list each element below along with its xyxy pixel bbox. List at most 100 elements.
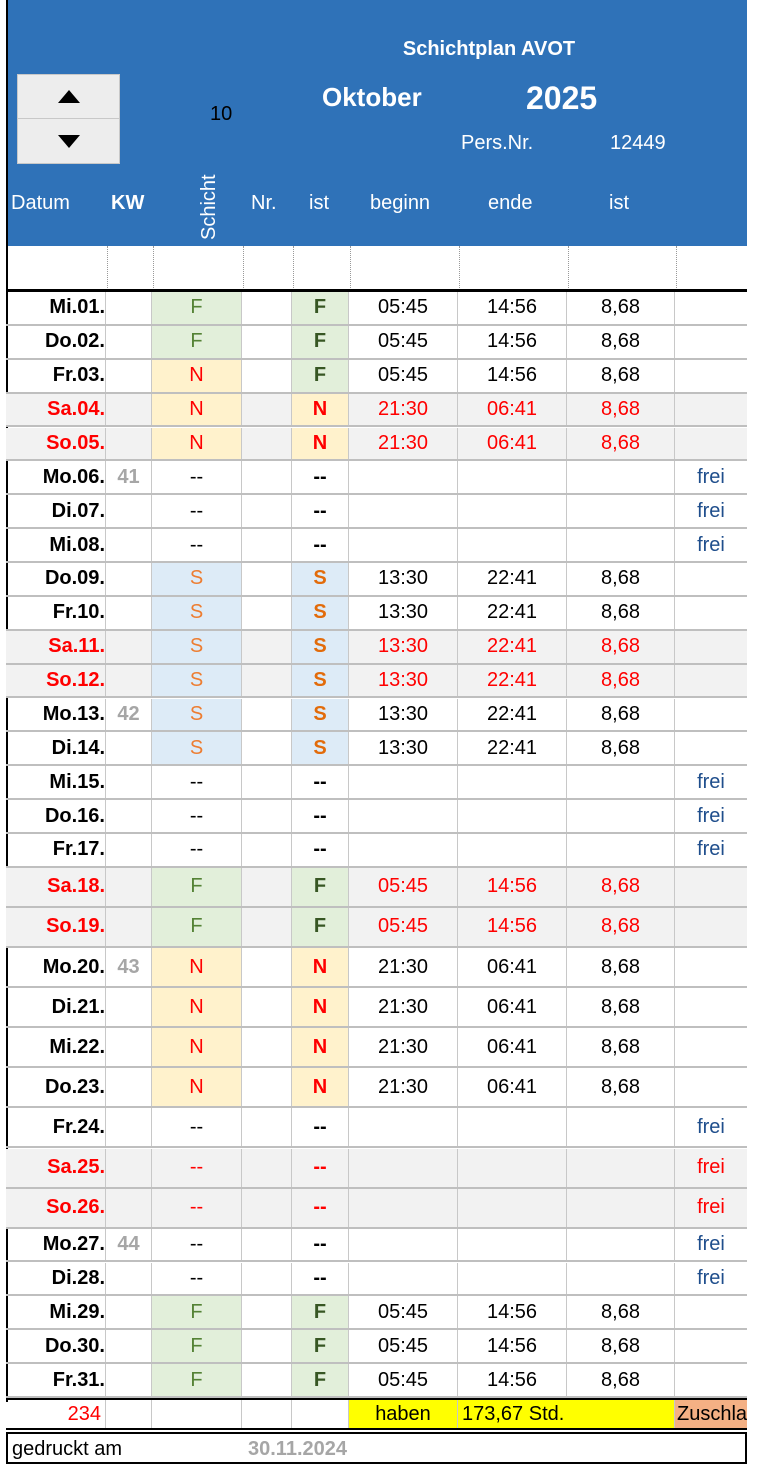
frei-cell[interactable]: frei bbox=[697, 804, 725, 827]
date-cell[interactable]: Sa.04. bbox=[6, 393, 106, 426]
ende-cell[interactable] bbox=[458, 766, 567, 799]
hours-cell[interactable]: 8,68 bbox=[567, 427, 675, 460]
frei-cell[interactable] bbox=[675, 292, 747, 324]
ende-cell[interactable]: 14:56 bbox=[458, 292, 567, 324]
schicht-cell[interactable]: S bbox=[152, 563, 242, 595]
kw-cell[interactable] bbox=[106, 1364, 152, 1396]
nr-cell[interactable] bbox=[242, 359, 292, 392]
date-cell[interactable]: Do.02. bbox=[6, 325, 106, 358]
beginn-cell[interactable]: 13:30 bbox=[349, 732, 458, 765]
nr-cell[interactable] bbox=[242, 630, 292, 663]
kw-cell[interactable] bbox=[106, 1330, 152, 1363]
month-spinner[interactable] bbox=[17, 74, 120, 164]
ist-cell[interactable]: F bbox=[292, 867, 349, 906]
beginn-cell[interactable] bbox=[349, 529, 458, 561]
schicht-cell[interactable]: F bbox=[152, 867, 242, 906]
date-cell[interactable]: Di.14. bbox=[6, 732, 106, 765]
date-cell[interactable]: So.19. bbox=[6, 907, 106, 946]
frei-cell[interactable] bbox=[675, 360, 747, 392]
ist-cell[interactable]: N bbox=[292, 393, 349, 426]
kw-cell[interactable] bbox=[106, 495, 152, 528]
ist-cell[interactable]: N bbox=[292, 988, 349, 1027]
nr-cell[interactable] bbox=[242, 461, 292, 494]
date-cell[interactable]: Di.21. bbox=[6, 988, 106, 1027]
frei-cell[interactable] bbox=[675, 699, 747, 731]
nr-cell[interactable] bbox=[242, 698, 292, 731]
date-cell[interactable]: Do.09. bbox=[6, 563, 106, 595]
ist-cell[interactable]: -- bbox=[292, 529, 349, 561]
date-cell[interactable]: Mo.06. bbox=[6, 461, 106, 494]
schicht-cell[interactable]: -- bbox=[152, 461, 242, 494]
date-cell[interactable]: So.26. bbox=[6, 1188, 106, 1227]
hours-cell[interactable] bbox=[567, 461, 675, 494]
beginn-cell[interactable]: 21:30 bbox=[349, 427, 458, 460]
beginn-cell[interactable]: 13:30 bbox=[349, 630, 458, 663]
kw-cell[interactable] bbox=[106, 1108, 152, 1147]
ist-cell[interactable]: S bbox=[292, 563, 349, 595]
kw-cell[interactable] bbox=[106, 563, 152, 595]
ende-cell[interactable]: 22:41 bbox=[458, 630, 567, 663]
ende-cell[interactable]: 22:41 bbox=[458, 664, 567, 697]
ende-cell[interactable]: 22:41 bbox=[458, 732, 567, 765]
date-cell[interactable]: So.05. bbox=[6, 427, 106, 460]
schicht-cell[interactable]: -- bbox=[152, 1262, 242, 1295]
ende-cell[interactable]: 06:41 bbox=[458, 1028, 567, 1067]
nr-cell[interactable] bbox=[242, 1228, 292, 1261]
hours-cell[interactable] bbox=[567, 1262, 675, 1295]
frei-cell[interactable]: frei bbox=[697, 1115, 725, 1138]
nr-cell[interactable] bbox=[242, 1262, 292, 1295]
ist-cell[interactable]: N bbox=[292, 948, 349, 987]
nr-cell[interactable] bbox=[242, 664, 292, 697]
date-cell[interactable]: Mo.20. bbox=[6, 948, 106, 987]
ist-cell[interactable]: -- bbox=[292, 461, 349, 494]
ende-cell[interactable] bbox=[458, 1188, 567, 1227]
ende-cell[interactable]: 06:41 bbox=[458, 1068, 567, 1107]
beginn-cell[interactable]: 05:45 bbox=[349, 1364, 458, 1396]
frei-cell[interactable] bbox=[675, 326, 747, 358]
schicht-cell[interactable]: F bbox=[152, 292, 242, 324]
kw-cell[interactable] bbox=[106, 427, 152, 460]
ist-cell[interactable]: F bbox=[292, 292, 349, 324]
ist-cell[interactable]: -- bbox=[292, 1262, 349, 1295]
frei-cell[interactable]: frei bbox=[697, 533, 725, 556]
beginn-cell[interactable]: 21:30 bbox=[349, 948, 458, 987]
date-cell[interactable]: Fr.31. bbox=[6, 1364, 106, 1396]
ende-cell[interactable] bbox=[458, 1228, 567, 1261]
frei-cell[interactable] bbox=[675, 631, 747, 663]
ende-cell[interactable]: 06:41 bbox=[458, 948, 567, 987]
schicht-cell[interactable]: N bbox=[152, 1028, 242, 1067]
ende-cell[interactable]: 14:56 bbox=[458, 867, 567, 906]
summary-empty-cell[interactable] bbox=[242, 1400, 292, 1428]
summary-total-hours[interactable]: 173,67 Std. bbox=[458, 1400, 675, 1428]
summary-count[interactable]: 234 bbox=[6, 1400, 106, 1428]
nr-cell[interactable] bbox=[242, 563, 292, 595]
ist-cell[interactable]: F bbox=[292, 1330, 349, 1363]
beginn-cell[interactable] bbox=[349, 1262, 458, 1295]
schicht-cell[interactable]: -- bbox=[152, 834, 242, 866]
schicht-cell[interactable]: F bbox=[152, 325, 242, 358]
hours-cell[interactable]: 8,68 bbox=[567, 292, 675, 324]
nr-cell[interactable] bbox=[242, 1028, 292, 1067]
hours-cell[interactable]: 8,68 bbox=[567, 1330, 675, 1363]
frei-cell[interactable] bbox=[675, 868, 747, 906]
ist-cell[interactable]: S bbox=[292, 664, 349, 697]
hours-cell[interactable]: 8,68 bbox=[567, 1364, 675, 1396]
ende-cell[interactable] bbox=[458, 529, 567, 561]
kw-cell[interactable] bbox=[106, 800, 152, 832]
date-cell[interactable]: Mi.01. bbox=[6, 292, 106, 324]
ende-cell[interactable] bbox=[458, 1262, 567, 1295]
date-cell[interactable]: Fr.24. bbox=[6, 1108, 106, 1147]
date-cell[interactable]: Do.30. bbox=[6, 1330, 106, 1363]
frei-cell[interactable] bbox=[675, 665, 747, 697]
beginn-cell[interactable]: 05:45 bbox=[349, 867, 458, 906]
schicht-cell[interactable]: -- bbox=[152, 1108, 242, 1147]
hours-cell[interactable]: 8,68 bbox=[567, 732, 675, 765]
schicht-cell[interactable]: F bbox=[152, 1364, 242, 1396]
ist-cell[interactable]: -- bbox=[292, 1108, 349, 1147]
beginn-cell[interactable]: 13:30 bbox=[349, 698, 458, 731]
hours-cell[interactable] bbox=[567, 495, 675, 528]
hours-cell[interactable]: 8,68 bbox=[567, 948, 675, 987]
hours-cell[interactable]: 8,68 bbox=[567, 630, 675, 663]
nr-cell[interactable] bbox=[242, 1148, 292, 1187]
hours-cell[interactable]: 8,68 bbox=[567, 325, 675, 358]
